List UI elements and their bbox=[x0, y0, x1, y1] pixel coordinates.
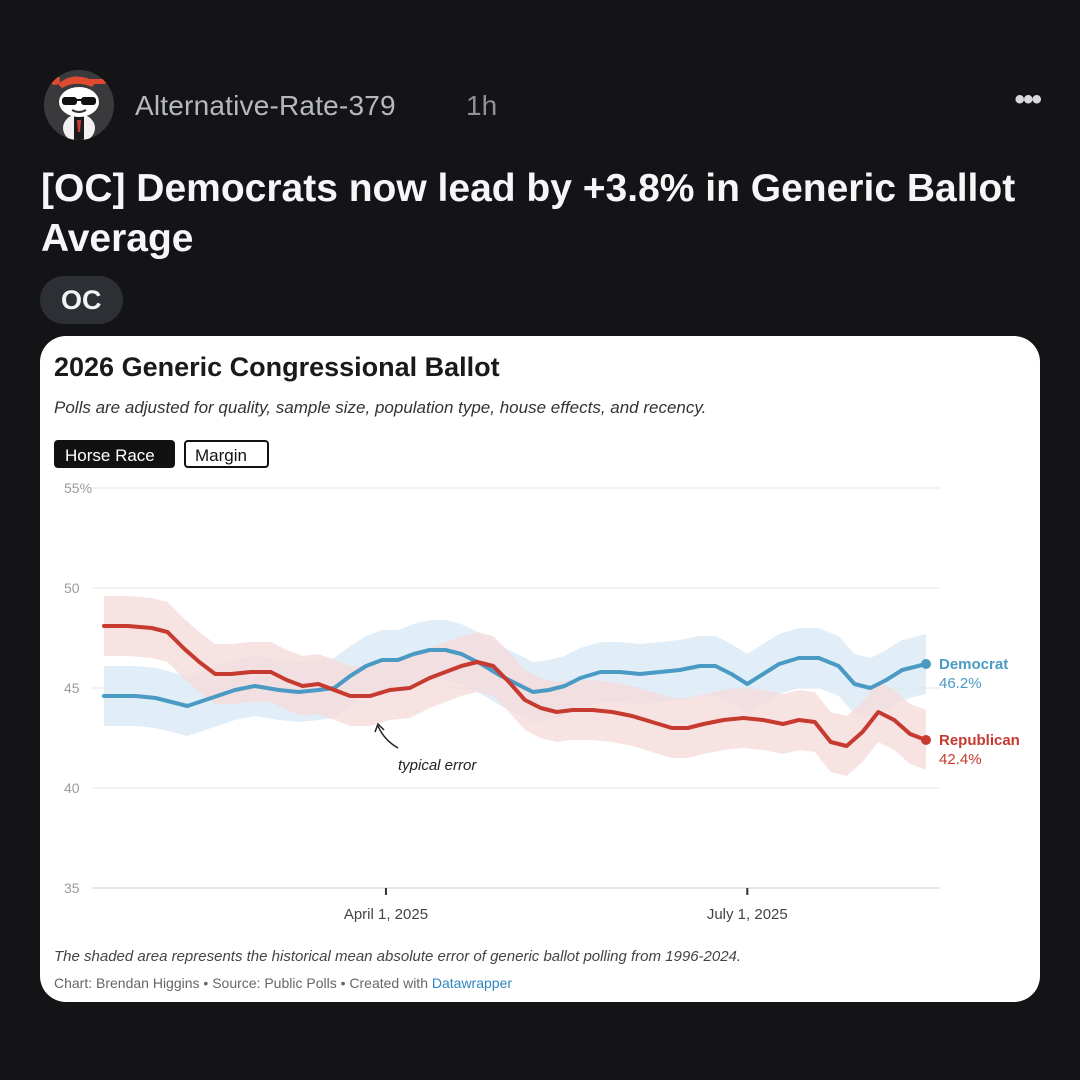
line-chart: 55% 50 45 40 35 April 1, 2025 July 1, 2025 Demo… bbox=[64, 480, 1020, 923]
republican-end-point bbox=[921, 735, 931, 745]
chart-note: The shaded area represents the historica… bbox=[54, 948, 742, 965]
chart-credit: Chart: Brendan Higgins • Source: Public … bbox=[54, 975, 512, 991]
post-header: Alternative-Rate-379 1h ••• bbox=[44, 70, 1042, 144]
democrat-series-line bbox=[102, 648, 928, 708]
more-horizontal-icon[interactable]: ••• bbox=[1014, 83, 1041, 116]
annotation-arrow bbox=[377, 725, 399, 749]
y-tick-label: 40 bbox=[64, 780, 80, 796]
x-tick-label: April 1, 2025 bbox=[344, 906, 428, 923]
post-time: 1h bbox=[466, 90, 498, 121]
y-tick-label: 50 bbox=[64, 580, 80, 596]
tab-margin[interactable]: Margin bbox=[184, 440, 269, 468]
y-tick-label: 35 bbox=[64, 880, 80, 896]
x-tick-label: July 1, 2025 bbox=[707, 906, 788, 923]
user-avatar[interactable] bbox=[44, 70, 114, 140]
democrat-end-value: 46.2% bbox=[939, 675, 982, 692]
annotation-arrowhead bbox=[374, 722, 385, 733]
republican-end-value: 42.4% bbox=[939, 751, 982, 768]
democrat-series-label: Democrat bbox=[939, 656, 1008, 673]
y-tick-label: 55% bbox=[64, 480, 92, 496]
chart-subtitle: Polls are adjusted for quality, sample s… bbox=[54, 398, 707, 417]
post-title[interactable]: [OC] Democrats now lead by +3.8% in Gene… bbox=[41, 167, 1016, 260]
username[interactable]: Alternative-Rate-379 bbox=[135, 90, 396, 121]
post-flair[interactable]: OC bbox=[40, 276, 123, 324]
tab-horse-race[interactable]: Horse Race bbox=[54, 440, 175, 468]
republican-series-line bbox=[102, 624, 928, 748]
chart-title: 2026 Generic Congressional Ballot bbox=[54, 352, 500, 382]
republican-series-label: Republican bbox=[939, 732, 1020, 749]
democrat-end-point bbox=[921, 659, 931, 669]
chart-image-card[interactable]: 2026 Generic Congressional Ballot Polls … bbox=[40, 336, 1040, 1002]
credit-text: Chart: Brendan Higgins • Source: Public … bbox=[54, 975, 432, 991]
annotation-text: typical error bbox=[398, 757, 477, 774]
snoo-avatar-icon bbox=[44, 70, 114, 140]
y-tick-label: 45 bbox=[64, 680, 80, 696]
datawrapper-link[interactable]: Datawrapper bbox=[431, 975, 513, 991]
